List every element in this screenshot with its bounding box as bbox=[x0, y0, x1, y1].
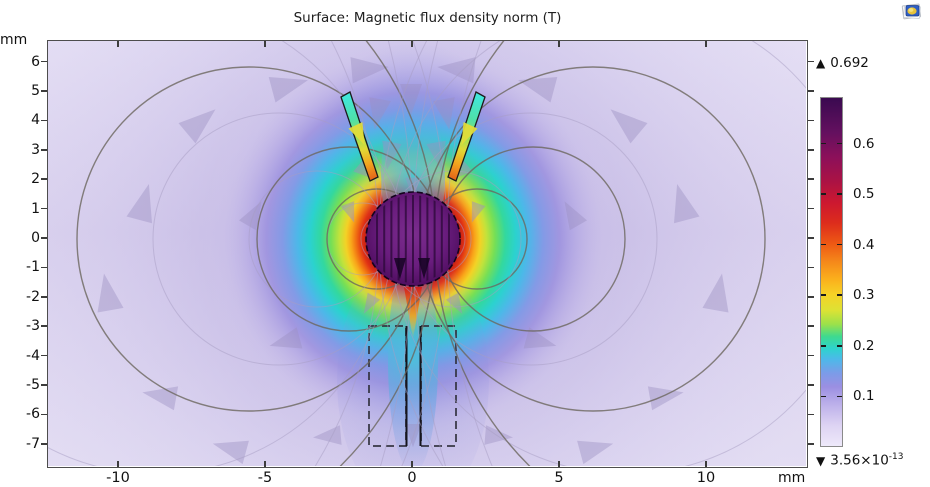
x-tick-label: 0 bbox=[407, 470, 417, 486]
plot-canvas[interactable] bbox=[47, 40, 808, 468]
y-tick-right bbox=[808, 384, 814, 386]
cantilever-beams bbox=[340, 91, 486, 182]
cb-tick-left bbox=[821, 395, 826, 398]
y-tick-left bbox=[41, 443, 47, 445]
x-tick-label: 5 bbox=[554, 470, 564, 486]
colorbar-min-value: 3.56×10 bbox=[830, 452, 889, 469]
y-tick-right bbox=[808, 266, 814, 269]
y-tick-left bbox=[41, 266, 47, 269]
x-tick-bottom bbox=[264, 461, 266, 467]
x-tick-top bbox=[558, 41, 560, 47]
cb-tick-label: 0.1 bbox=[853, 388, 875, 405]
cb-tick-label: 0.3 bbox=[853, 287, 875, 304]
y-tick-left bbox=[41, 237, 47, 239]
x-tick-bottom bbox=[558, 461, 560, 467]
colorbar-min: ▼ 3.56×10-13 bbox=[816, 452, 904, 469]
cb-tick-label: 0.5 bbox=[853, 186, 875, 203]
y-tick-label: 0 bbox=[31, 230, 40, 246]
y-tick-right bbox=[808, 60, 814, 63]
x-tick-top bbox=[117, 41, 119, 47]
x-tick-label: 10 bbox=[696, 470, 716, 486]
cb-tick-right bbox=[837, 243, 842, 246]
y-tick-label: -5 bbox=[26, 377, 40, 393]
y-tick-label: 3 bbox=[31, 141, 40, 158]
x-axis-unit: mm bbox=[778, 470, 806, 486]
y-tick-label: 5 bbox=[31, 83, 40, 99]
plot-title: Surface: Magnetic flux density norm (T) bbox=[293, 10, 562, 26]
y-tick-left bbox=[41, 119, 47, 122]
y-tick-label: -4 bbox=[26, 347, 40, 364]
colorbar-max: ▲ 0.692 bbox=[816, 55, 869, 71]
cb-tick-left bbox=[821, 345, 826, 347]
colorbar bbox=[820, 97, 843, 447]
image-snapshot-icon[interactable] bbox=[900, 2, 924, 22]
cb-tick-right bbox=[837, 395, 842, 398]
y-tick-left bbox=[41, 354, 47, 357]
y-tick-right bbox=[808, 325, 814, 327]
y-tick-left bbox=[41, 296, 47, 298]
y-tick-right bbox=[808, 149, 814, 151]
cb-tick-label: 0.4 bbox=[853, 236, 875, 253]
y-tick-label: -1 bbox=[26, 259, 40, 276]
y-tick-left bbox=[41, 90, 47, 92]
x-tick-bottom bbox=[117, 461, 119, 467]
y-tick-left bbox=[41, 384, 47, 386]
cb-tick-label: 0.6 bbox=[853, 135, 875, 152]
cb-tick-left bbox=[821, 142, 826, 145]
y-tick-label: -3 bbox=[26, 318, 40, 335]
x-tick-label: -10 bbox=[106, 470, 130, 486]
y-tick-right bbox=[808, 296, 814, 298]
y-tick-left bbox=[41, 413, 47, 416]
colorbar-min-exponent: -13 bbox=[888, 452, 904, 462]
x-tick-top bbox=[411, 41, 413, 47]
y-tick-right bbox=[808, 119, 814, 122]
y-tick-label: 4 bbox=[31, 112, 40, 129]
y-tick-right bbox=[808, 443, 814, 445]
cb-tick-label: 0.2 bbox=[853, 337, 875, 354]
y-tick-label: -7 bbox=[26, 435, 40, 452]
min-marker-icon: ▼ bbox=[816, 453, 826, 468]
colorbar-max-value: 0.692 bbox=[830, 55, 869, 71]
surface-plot bbox=[48, 41, 806, 466]
x-tick-bottom bbox=[411, 461, 413, 467]
y-tick-label: -2 bbox=[26, 288, 40, 305]
cb-tick-left bbox=[821, 243, 826, 246]
y-tick-right bbox=[808, 178, 814, 180]
magnet bbox=[365, 191, 461, 287]
y-tick-right bbox=[808, 237, 814, 239]
x-tick-bottom bbox=[705, 461, 707, 467]
y-tick-left bbox=[41, 178, 47, 180]
y-tick-label: 1 bbox=[31, 200, 40, 217]
x-tick-top bbox=[264, 41, 266, 47]
cb-tick-right bbox=[837, 193, 842, 195]
y-tick-left bbox=[41, 325, 47, 327]
y-tick-right bbox=[808, 90, 814, 92]
y-axis-unit: mm bbox=[0, 32, 28, 48]
y-tick-label: -6 bbox=[26, 406, 40, 423]
cb-tick-right bbox=[837, 294, 842, 297]
x-tick-label: -5 bbox=[257, 470, 273, 486]
y-tick-right bbox=[808, 354, 814, 357]
cb-tick-left bbox=[821, 294, 826, 297]
y-tick-right bbox=[808, 413, 814, 416]
cb-tick-left bbox=[821, 193, 826, 195]
y-tick-label: 2 bbox=[31, 171, 40, 188]
cb-tick-right bbox=[837, 142, 842, 145]
y-tick-left bbox=[41, 60, 47, 63]
y-tick-label: 6 bbox=[31, 53, 40, 70]
cb-tick-right bbox=[837, 345, 842, 347]
max-marker-icon: ▲ bbox=[816, 56, 826, 70]
x-tick-top bbox=[705, 41, 707, 47]
y-tick-left bbox=[41, 149, 47, 151]
y-tick-left bbox=[41, 207, 47, 210]
field-arrows bbox=[97, 57, 729, 465]
y-tick-right bbox=[808, 207, 814, 210]
